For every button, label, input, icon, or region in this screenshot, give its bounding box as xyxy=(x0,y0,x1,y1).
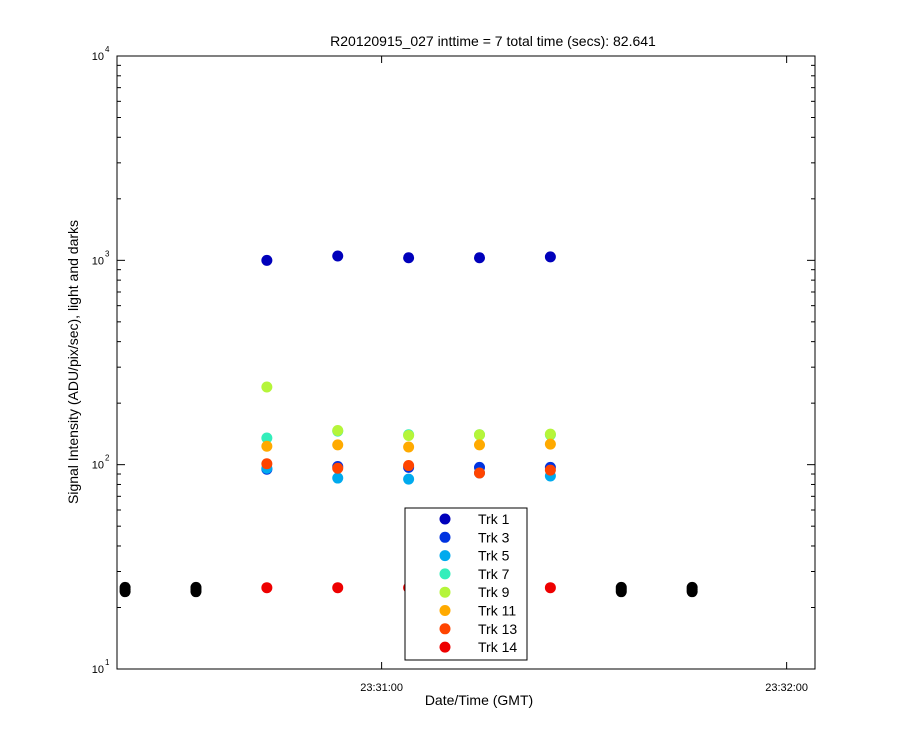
data-point-trk-14 xyxy=(332,582,344,594)
data-point-trk-11 xyxy=(261,440,273,452)
x-tick-label: 23:32:00 xyxy=(765,682,808,694)
y-axis-label: Signal Intensity (ADU/pix/sec), light an… xyxy=(65,220,81,504)
data-point-trk-9 xyxy=(403,429,415,441)
legend-label: Trk 13 xyxy=(478,621,517,637)
legend-marker xyxy=(439,513,451,525)
y-tick-exponent: 1 xyxy=(105,658,110,667)
data-point-trk-13 xyxy=(332,462,344,474)
data-point-trk-5 xyxy=(332,472,344,484)
data-point-trk-1 xyxy=(474,252,486,264)
legend-label: Trk 14 xyxy=(478,639,517,655)
data-point-trk-1 xyxy=(403,252,415,264)
data-point-trk-11 xyxy=(332,439,344,451)
x-axis-label: Date/Time (GMT) xyxy=(425,692,533,708)
legend-marker xyxy=(439,531,451,543)
data-point-trk-11 xyxy=(403,441,415,453)
data-point-trk-9 xyxy=(332,424,344,436)
data-point-trk-9 xyxy=(544,428,556,440)
legend-label: Trk 5 xyxy=(478,548,510,564)
data-point-trk-1 xyxy=(332,250,344,262)
x-axis-ticks: 23:31:00 23:32:00 xyxy=(360,56,808,694)
legend-label: Trk 11 xyxy=(478,603,516,619)
y-tick-exponent: 2 xyxy=(105,454,110,463)
data-point-trk-13 xyxy=(474,467,486,479)
data-point-dark-frame xyxy=(615,581,627,593)
data-point-dark-frame xyxy=(190,581,202,593)
data-point-dark-frame xyxy=(119,581,131,593)
y-tick-label: 10 xyxy=(92,51,104,63)
legend-marker xyxy=(439,641,451,653)
y-tick-label: 10 xyxy=(92,255,104,267)
data-point-trk-14 xyxy=(261,582,273,594)
data-point-trk-11 xyxy=(474,439,486,451)
data-point-trk-9 xyxy=(474,429,486,441)
y-tick-label: 10 xyxy=(92,664,104,676)
data-point-dark-frame xyxy=(686,581,698,593)
data-point-trk-7 xyxy=(261,432,273,444)
legend-label: Trk 7 xyxy=(478,566,510,582)
y-tick-label: 10 xyxy=(92,460,104,472)
data-point-trk-13 xyxy=(403,460,415,472)
data-point-trk-1 xyxy=(544,251,556,263)
legend-label: Trk 9 xyxy=(478,584,510,600)
data-point-trk-13 xyxy=(544,464,556,476)
data-point-trk-1 xyxy=(261,254,273,266)
legend-marker xyxy=(439,568,451,580)
legend-label: Trk 1 xyxy=(478,511,510,527)
legend-marker xyxy=(439,550,451,562)
y-tick-exponent: 3 xyxy=(105,249,110,258)
data-point-trk-13 xyxy=(261,458,273,470)
legend-box xyxy=(404,507,528,661)
legend-label: Trk 3 xyxy=(478,529,510,545)
data-point-trk-11 xyxy=(544,438,556,450)
legend-marker xyxy=(439,623,451,635)
legend-marker xyxy=(439,586,451,598)
data-point-trk-5 xyxy=(403,473,415,485)
data-point-trk-9 xyxy=(261,381,273,393)
y-tick-exponent: 4 xyxy=(105,45,110,54)
legend-marker xyxy=(439,605,451,616)
data-point-trk-14 xyxy=(544,582,556,594)
chart-title: R20120915_027 inttime = 7 total time (se… xyxy=(330,33,656,49)
legend: Trk 1 Trk 3 Trk 5 Trk 7 Trk 9 Trk 11 Trk 13 Trk… xyxy=(404,507,528,661)
x-tick-label: 23:31:00 xyxy=(360,682,403,694)
